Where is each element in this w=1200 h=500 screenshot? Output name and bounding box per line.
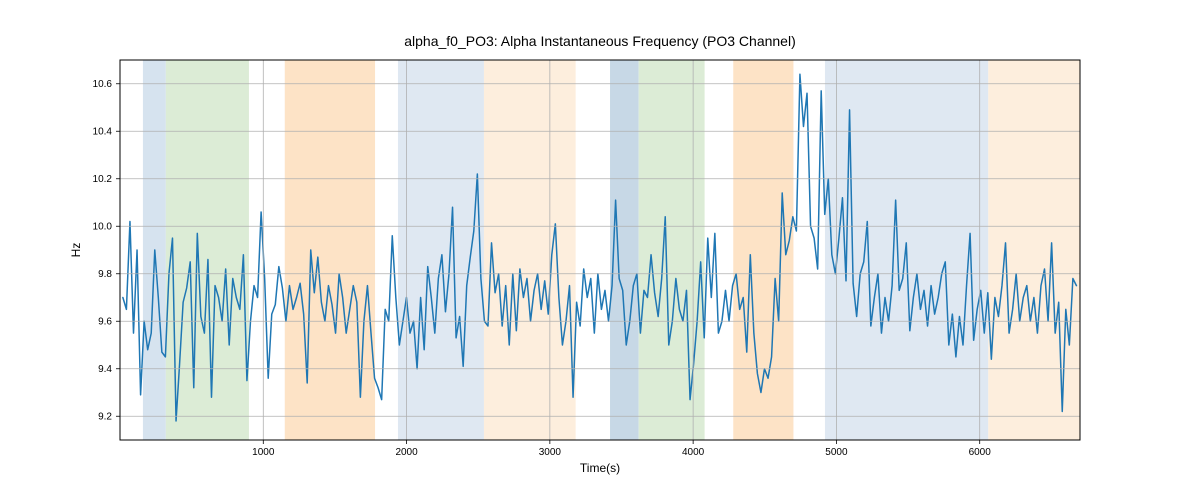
shaded-region — [610, 60, 639, 440]
y-tick-label: 9.4 — [98, 364, 112, 375]
y-tick-label: 9.6 — [98, 316, 112, 327]
y-tick-label: 9.8 — [98, 269, 112, 280]
x-tick-label: 1000 — [252, 447, 275, 458]
y-tick-label: 10.6 — [93, 79, 113, 90]
x-tick-label: 6000 — [969, 447, 992, 458]
y-tick-label: 9.2 — [98, 411, 112, 422]
x-tick-label: 4000 — [682, 447, 705, 458]
shaded-region — [733, 60, 793, 440]
y-tick-label: 10.0 — [93, 221, 113, 232]
shaded-region — [988, 60, 1080, 440]
x-tick-label: 5000 — [825, 447, 848, 458]
chart-container: 1000 2000 3000 4000 5000 6000 9.2 9.4 9.6 9.8 10.0… — [0, 0, 1200, 500]
x-axis-label: Time(s) — [580, 461, 620, 475]
y-tick-label: 10.4 — [93, 126, 113, 137]
chart-title: alpha_f0_PO3: Alpha Instantaneous Freque… — [404, 33, 795, 49]
x-tick-label: 3000 — [539, 447, 562, 458]
y-axis-label: Hz — [69, 243, 83, 258]
line-chart: 1000 2000 3000 4000 5000 6000 9.2 9.4 9.6 9.8 10.0… — [0, 0, 1200, 500]
shaded-region — [639, 60, 705, 440]
shaded-region — [484, 60, 576, 440]
x-tick-label: 2000 — [395, 447, 418, 458]
y-tick-label: 10.2 — [93, 174, 113, 185]
